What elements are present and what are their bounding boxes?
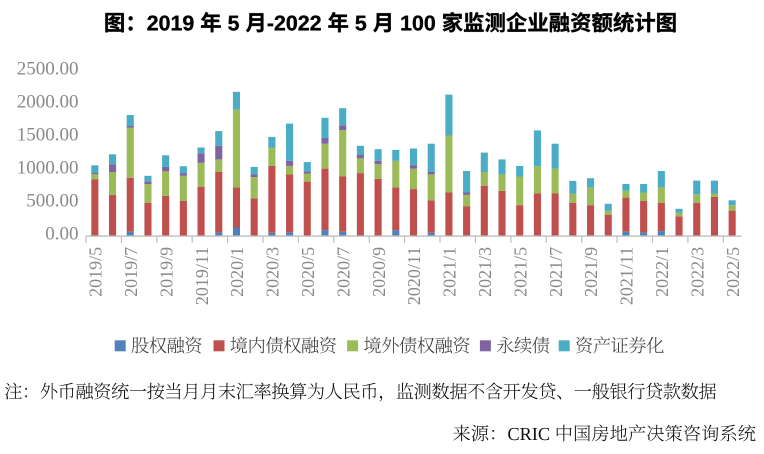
- svg-text:2022/1: 2022/1: [652, 247, 672, 297]
- svg-text:2500.00: 2500.00: [17, 58, 79, 79]
- svg-text:2020/9: 2020/9: [369, 247, 389, 297]
- svg-text:1000.00: 1000.00: [17, 157, 79, 178]
- svg-text:2019/7: 2019/7: [121, 247, 141, 297]
- svg-text:2021/9: 2021/9: [581, 247, 601, 297]
- svg-text:2022/5: 2022/5: [723, 247, 743, 297]
- svg-text:2019/11: 2019/11: [192, 247, 212, 305]
- svg-text:2019/9: 2019/9: [156, 247, 176, 297]
- svg-text:2021/11: 2021/11: [617, 247, 637, 305]
- svg-text:0.00: 0.00: [45, 223, 78, 244]
- svg-text:2019/5: 2019/5: [86, 247, 106, 297]
- svg-text:2020/11: 2020/11: [404, 247, 424, 305]
- svg-text:2022/3: 2022/3: [687, 247, 707, 297]
- svg-text:2020/1: 2020/1: [227, 247, 247, 297]
- svg-text:2021/7: 2021/7: [546, 247, 566, 297]
- svg-text:2021/3: 2021/3: [475, 247, 495, 297]
- svg-text:1500.00: 1500.00: [17, 124, 79, 145]
- svg-text:500.00: 500.00: [26, 190, 78, 211]
- svg-text:2021/1: 2021/1: [440, 247, 460, 297]
- svg-text:2020/7: 2020/7: [333, 247, 353, 297]
- svg-text:2020/3: 2020/3: [263, 247, 283, 297]
- svg-text:2000.00: 2000.00: [17, 91, 79, 112]
- svg-text:2020/5: 2020/5: [298, 247, 318, 297]
- svg-text:2021/5: 2021/5: [510, 247, 530, 297]
